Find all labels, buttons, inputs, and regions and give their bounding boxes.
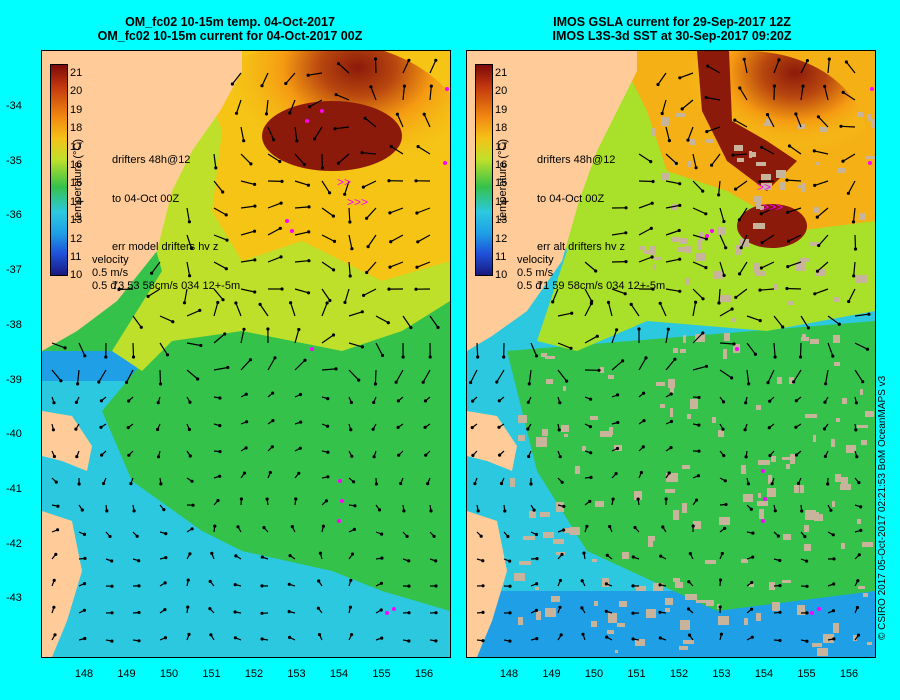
tasmania-flinders <box>467 411 517 471</box>
longitude-tick-label: 150 <box>159 668 179 680</box>
latitude-tick-label: -34 <box>6 100 22 112</box>
longitude-tick-label: 154 <box>329 668 349 680</box>
colorbar-tick: 11 <box>495 251 507 263</box>
right-title-line1: IMOS GSLA current for 29-Sep-2017 12Z <box>553 15 791 29</box>
drifters-legend: drifters 48h@12 to 04-Oct 00Z err alt dr… <box>537 128 665 319</box>
left-panel-title: OM_fc02 10-15m temp. 04-Oct-2017 OM_fc02… <box>20 15 440 43</box>
colorbar-tick: 19 <box>495 103 508 116</box>
latitude-tick-label: -43 <box>6 592 22 605</box>
drifter-tracks: >> >>> <box>285 87 449 615</box>
longitude-tick-label: 150 <box>584 668 604 680</box>
velocity-key-duration: 0.5 d <box>92 280 117 292</box>
velocity-key-title: velocity <box>92 254 129 266</box>
latitude-tick-label: -39 <box>6 373 22 386</box>
svg-text:>>>: >>> <box>347 195 368 209</box>
model-temperature-map: >> >>> 21 20 19 18 17 16 15 14 13 12 11 10 temperat… <box>41 50 451 658</box>
colorbar-tick: 10 <box>495 269 508 282</box>
legend-err-values: 73 53 58cm/s 034 12+-5m <box>112 280 241 292</box>
colorbar-tick: 14 <box>495 195 508 208</box>
velocity-key-speed: 0.5 m/s <box>92 267 129 279</box>
colorbar-tick: 13 <box>495 214 508 227</box>
colorbar-tick: 17 <box>495 140 508 153</box>
legend-err-title: err model drifters hv z <box>112 241 219 253</box>
longitude-tick-label: 149 <box>117 668 136 680</box>
longitude-tick-label: 151 <box>627 668 646 680</box>
colorbar-tick: 17 <box>70 140 83 153</box>
longitude-tick-label: 148 <box>74 668 94 680</box>
colorbar-tick: 13 <box>70 214 83 227</box>
longitude-tick-label: 149 <box>542 668 561 680</box>
satellite-sst-field: >> >>> <box>467 51 875 657</box>
longitude-tick-label: 155 <box>372 668 391 680</box>
colorbar-label: temperature (°C) <box>497 138 509 221</box>
latitude-tick-label: -36 <box>6 209 22 222</box>
svg-text:>>: >> <box>337 175 351 189</box>
right-title-line2: IMOS L3S-3d SST at 30-Sep-2017 09:20Z <box>552 29 792 43</box>
latitude-tick-label: -40 <box>6 428 22 441</box>
longitude-tick-label: 155 <box>797 668 816 680</box>
australia-coast <box>42 51 242 351</box>
colorbar-tick: 20 <box>495 85 508 98</box>
cloud-mask <box>510 112 875 656</box>
colorbar-tick: 15 <box>495 177 508 190</box>
velocity-arrows <box>51 57 440 643</box>
svg-text:>>>: >>> <box>762 200 783 214</box>
right-panel-title: IMOS GSLA current for 29-Sep-2017 12Z IM… <box>462 15 882 43</box>
temperature-colorbar <box>50 64 68 276</box>
longitude-tick-label: 148 <box>499 668 519 680</box>
velocity-key-title: velocity <box>517 254 554 266</box>
longitude-tick-label: 156 <box>414 668 434 680</box>
australia-coast <box>467 51 637 351</box>
longitude-tick-label: 151 <box>202 668 221 680</box>
colorbar-tick: 14 <box>70 195 83 208</box>
colorbar-tick: 19 <box>70 103 83 116</box>
tasmania <box>467 511 507 657</box>
left-title-line2: OM_fc02 10-15m current for 04-Oct-2017 0… <box>97 29 363 43</box>
legend-to: to 04-Oct 00Z <box>112 193 180 205</box>
legend-drifters: drifters 48h@12 <box>537 154 616 166</box>
drifters-legend: drifters 48h@12 to 04-Oct 00Z err model … <box>112 128 240 319</box>
colorbar-tick: 12 <box>70 232 83 245</box>
colorbar-tick: 11 <box>70 251 82 263</box>
longitude-tick-label: 153 <box>712 668 731 680</box>
legend-to: to 04-Oct 00Z <box>537 193 605 205</box>
colorbar-tick: 12 <box>495 232 508 245</box>
tasmania <box>42 511 82 657</box>
temperature-colorbar <box>475 64 493 276</box>
model-temperature-field: >> >>> <box>42 51 450 657</box>
left-title-line1: OM_fc02 10-15m temp. 04-Oct-2017 <box>125 15 335 29</box>
colorbar-tick: 20 <box>70 85 83 98</box>
legend-drifters: drifters 48h@12 <box>112 154 191 166</box>
velocity-key-speed: 0.5 m/s <box>517 267 554 279</box>
satellite-sst-map: >> >>> 21 20 19 18 17 16 15 14 13 12 11 10 temperat… <box>466 50 876 658</box>
svg-text:>>: >> <box>757 180 771 194</box>
colorbar-tick: 18 <box>70 122 83 135</box>
copyright-credit: © CSIRO 2017 05-Oct-2017 02:21:53 BoM Oc… <box>877 375 888 640</box>
latitude-tick-label: -41 <box>6 482 22 495</box>
colorbar-tick: 10 <box>70 269 83 282</box>
legend-err-title: err alt drifters hv z <box>537 241 626 253</box>
drifter-tracks: >> >>> <box>705 87 874 615</box>
colorbar-tick: 21 <box>70 67 83 79</box>
colorbar-tick: 18 <box>495 122 508 135</box>
longitude-tick-label: 153 <box>287 668 306 680</box>
longitude-tick-label: 156 <box>839 668 859 680</box>
velocity-key: velocity 0.5 m/s 0.5 d <box>517 254 554 293</box>
velocity-arrows <box>469 57 871 643</box>
velocity-key: velocity 0.5 m/s 0.5 d <box>92 254 129 293</box>
latitude-tick-label: -38 <box>6 318 22 331</box>
colorbar-label: temperature (°C) <box>72 138 84 221</box>
longitude-tick-label: 152 <box>669 668 689 680</box>
longitude-tick-label: 154 <box>754 668 774 680</box>
latitude-tick-label: -42 <box>6 537 22 550</box>
colorbar-tick: 16 <box>70 159 83 171</box>
colorbar-tick: 21 <box>495 67 508 79</box>
longitude-tick-label: 152 <box>244 668 264 680</box>
velocity-key-duration: 0.5 d <box>517 280 542 292</box>
legend-err-values: 71 59 58cm/s 034 12+-5m <box>537 280 666 292</box>
latitude-tick-label: -35 <box>6 154 22 167</box>
latitude-tick-label: -37 <box>6 264 22 277</box>
colorbar-tick: 15 <box>70 177 83 190</box>
colorbar-tick: 16 <box>495 159 508 171</box>
